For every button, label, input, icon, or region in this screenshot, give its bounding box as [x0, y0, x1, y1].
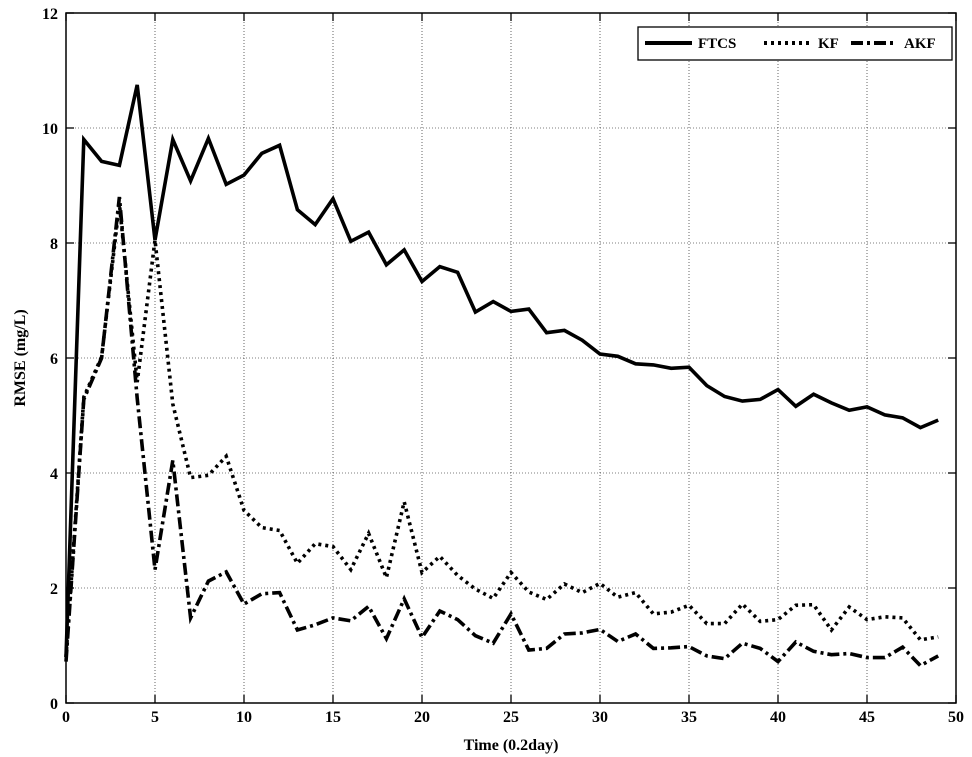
- y-tick-label: 6: [50, 351, 58, 368]
- axis-ticks: 0 5 10 15 20 25 30 35 40 45 50 0 2 4 6 8 10 12: [42, 6, 964, 726]
- series-lines: [64, 84, 940, 668]
- series-line-ftcs: [64, 84, 939, 658]
- y-tick-label: 8: [50, 236, 58, 253]
- y-tick-label: 10: [42, 121, 58, 138]
- x-tick-label: 50: [948, 709, 964, 726]
- legend-label-akf: AKF: [904, 36, 936, 52]
- x-tick-label: 15: [325, 709, 341, 726]
- legend-label-kf: KF: [818, 36, 839, 52]
- y-tick-label: 2: [50, 581, 58, 598]
- legend: FTCS KF AKF: [637, 26, 953, 61]
- y-tick-label: 12: [42, 6, 58, 23]
- y-tick-label: 0: [50, 696, 58, 713]
- x-tick-label: 0: [62, 709, 70, 726]
- x-tick-label: 5: [151, 709, 159, 726]
- grid: [66, 13, 956, 703]
- x-tick-label: 10: [236, 709, 252, 726]
- x-tick-label: 45: [859, 709, 875, 726]
- series-line-akf: [64, 196, 940, 668]
- x-tick-label: 40: [770, 709, 786, 726]
- y-tick-label: 4: [50, 466, 58, 483]
- y-axis-title: RMSE (mg/L): [12, 309, 29, 406]
- series-line-kf: [64, 203, 939, 658]
- x-tick-label: 25: [503, 709, 519, 726]
- legend-label-ftcs: FTCS: [698, 36, 736, 52]
- x-tick-label: 35: [681, 709, 697, 726]
- x-tick-label: 30: [592, 709, 608, 726]
- x-tick-label: 20: [414, 709, 430, 726]
- x-axis-title: Time (0.2day): [464, 737, 559, 754]
